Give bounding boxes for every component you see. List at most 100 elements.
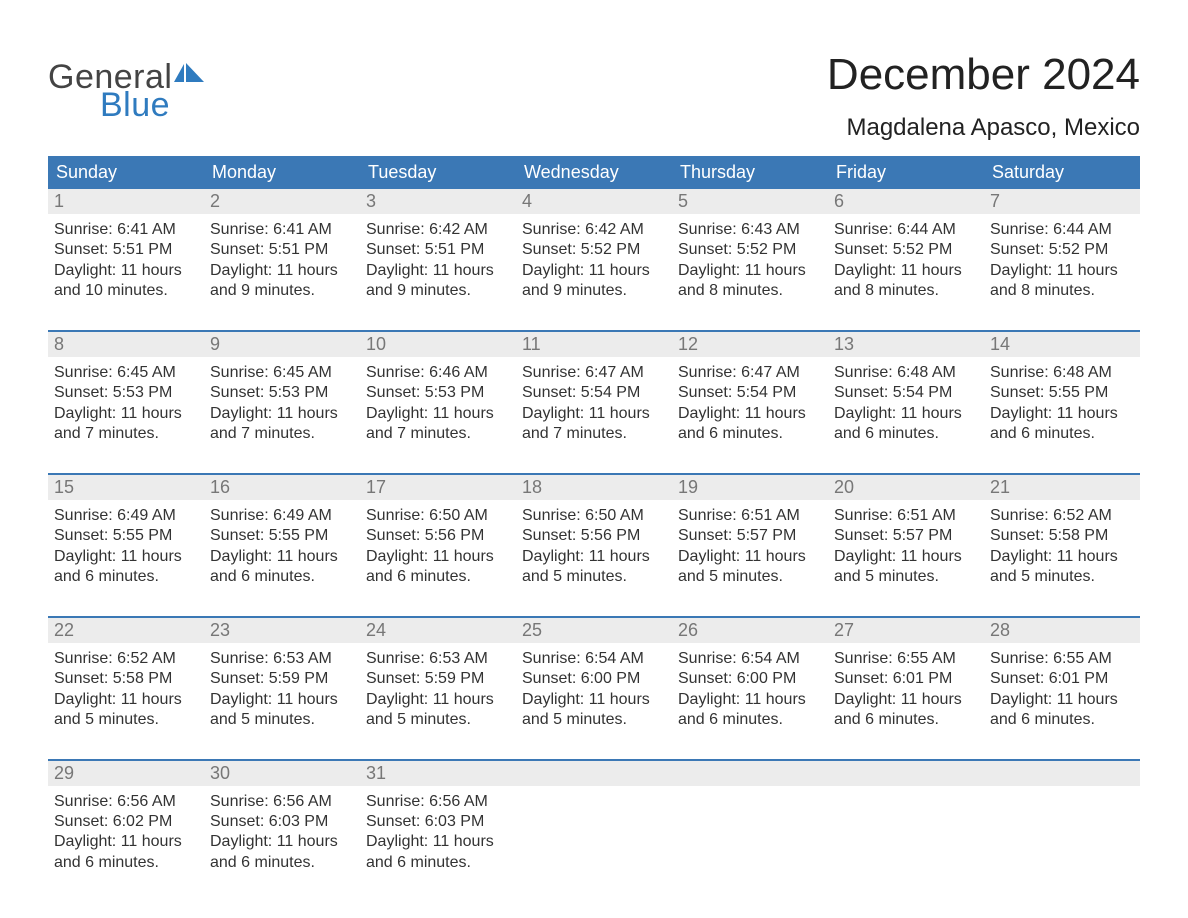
sunrise-line: Sunrise: 6:52 AM — [990, 506, 1134, 526]
sunrise-line: Sunrise: 6:53 AM — [366, 649, 510, 669]
sunset-line: Sunset: 5:52 PM — [990, 240, 1134, 260]
sunset-line: Sunset: 5:59 PM — [210, 669, 354, 689]
sunrise-line: Sunrise: 6:41 AM — [210, 220, 354, 240]
day-cell: Sunrise: 6:52 AMSunset: 5:58 PMDaylight:… — [48, 643, 204, 735]
day-cell: Sunrise: 6:49 AMSunset: 5:55 PMDaylight:… — [204, 500, 360, 592]
day-body-row: Sunrise: 6:56 AMSunset: 6:02 PMDaylight:… — [48, 786, 1140, 878]
day-number: 11 — [516, 332, 672, 357]
sunset-line: Sunset: 6:03 PM — [210, 812, 354, 832]
daylight-line: Daylight: 11 hours and 6 minutes. — [834, 404, 978, 445]
sunset-line: Sunset: 6:02 PM — [54, 812, 198, 832]
day-number: 25 — [516, 618, 672, 643]
day-number: 10 — [360, 332, 516, 357]
day-number: 3 — [360, 189, 516, 214]
sunset-line: Sunset: 5:55 PM — [210, 526, 354, 546]
day-number: 4 — [516, 189, 672, 214]
sunset-line: Sunset: 6:00 PM — [522, 669, 666, 689]
day-body-row: Sunrise: 6:49 AMSunset: 5:55 PMDaylight:… — [48, 500, 1140, 592]
daylight-line: Daylight: 11 hours and 9 minutes. — [366, 261, 510, 302]
location-label: Magdalena Apasco, Mexico — [827, 114, 1140, 142]
day-number: 14 — [984, 332, 1140, 357]
day-cell: Sunrise: 6:54 AMSunset: 6:00 PMDaylight:… — [516, 643, 672, 735]
sunrise-line: Sunrise: 6:50 AM — [522, 506, 666, 526]
day-number: 20 — [828, 475, 984, 500]
sunrise-line: Sunrise: 6:52 AM — [54, 649, 198, 669]
day-number: 18 — [516, 475, 672, 500]
sunset-line: Sunset: 5:56 PM — [522, 526, 666, 546]
sunrise-line: Sunrise: 6:48 AM — [834, 363, 978, 383]
day-number: 5 — [672, 189, 828, 214]
day-cell: Sunrise: 6:48 AMSunset: 5:55 PMDaylight:… — [984, 357, 1140, 449]
sunrise-line: Sunrise: 6:44 AM — [834, 220, 978, 240]
week-row: 293031Sunrise: 6:56 AMSunset: 6:02 PMDay… — [48, 759, 1140, 878]
weekday-header: Wednesday — [516, 156, 672, 189]
sunset-line: Sunset: 5:59 PM — [366, 669, 510, 689]
day-number: 15 — [48, 475, 204, 500]
day-cell: Sunrise: 6:41 AMSunset: 5:51 PMDaylight:… — [204, 214, 360, 306]
day-number: 2 — [204, 189, 360, 214]
sunrise-line: Sunrise: 6:46 AM — [366, 363, 510, 383]
day-number: 28 — [984, 618, 1140, 643]
day-cell: Sunrise: 6:47 AMSunset: 5:54 PMDaylight:… — [516, 357, 672, 449]
daylight-line: Daylight: 11 hours and 7 minutes. — [210, 404, 354, 445]
daylight-line: Daylight: 11 hours and 5 minutes. — [522, 547, 666, 588]
daylight-line: Daylight: 11 hours and 6 minutes. — [366, 547, 510, 588]
sunset-line: Sunset: 5:56 PM — [366, 526, 510, 546]
daylight-line: Daylight: 11 hours and 5 minutes. — [522, 690, 666, 731]
day-body-row: Sunrise: 6:41 AMSunset: 5:51 PMDaylight:… — [48, 214, 1140, 306]
day-cell: Sunrise: 6:51 AMSunset: 5:57 PMDaylight:… — [672, 500, 828, 592]
daylight-line: Daylight: 11 hours and 6 minutes. — [210, 832, 354, 873]
daylight-line: Daylight: 11 hours and 6 minutes. — [990, 690, 1134, 731]
day-number: 12 — [672, 332, 828, 357]
daylight-line: Daylight: 11 hours and 8 minutes. — [678, 261, 822, 302]
daylight-line: Daylight: 11 hours and 5 minutes. — [210, 690, 354, 731]
day-number: 13 — [828, 332, 984, 357]
daylight-line: Daylight: 11 hours and 9 minutes. — [210, 261, 354, 302]
sunrise-line: Sunrise: 6:51 AM — [834, 506, 978, 526]
day-cell: Sunrise: 6:41 AMSunset: 5:51 PMDaylight:… — [48, 214, 204, 306]
week-row: 15161718192021Sunrise: 6:49 AMSunset: 5:… — [48, 473, 1140, 592]
day-number-row: 15161718192021 — [48, 475, 1140, 500]
daylight-line: Daylight: 11 hours and 6 minutes. — [210, 547, 354, 588]
sunset-line: Sunset: 5:54 PM — [522, 383, 666, 403]
sunset-line: Sunset: 5:51 PM — [54, 240, 198, 260]
sunrise-line: Sunrise: 6:51 AM — [678, 506, 822, 526]
daylight-line: Daylight: 11 hours and 6 minutes. — [366, 832, 510, 873]
sunrise-line: Sunrise: 6:56 AM — [366, 792, 510, 812]
month-title: December 2024 — [827, 40, 1140, 100]
daylight-line: Daylight: 11 hours and 7 minutes. — [366, 404, 510, 445]
daylight-line: Daylight: 11 hours and 6 minutes. — [834, 690, 978, 731]
day-cell: Sunrise: 6:44 AMSunset: 5:52 PMDaylight:… — [828, 214, 984, 306]
day-cell: Sunrise: 6:49 AMSunset: 5:55 PMDaylight:… — [48, 500, 204, 592]
day-cell: Sunrise: 6:43 AMSunset: 5:52 PMDaylight:… — [672, 214, 828, 306]
day-cell — [672, 786, 828, 878]
day-number: 23 — [204, 618, 360, 643]
day-number: 24 — [360, 618, 516, 643]
sunset-line: Sunset: 5:55 PM — [990, 383, 1134, 403]
sunset-line: Sunset: 5:53 PM — [54, 383, 198, 403]
day-number: 30 — [204, 761, 360, 786]
day-number-row: 1234567 — [48, 189, 1140, 214]
day-number — [516, 761, 672, 786]
day-cell: Sunrise: 6:42 AMSunset: 5:51 PMDaylight:… — [360, 214, 516, 306]
sunset-line: Sunset: 5:51 PM — [210, 240, 354, 260]
day-number: 22 — [48, 618, 204, 643]
daylight-line: Daylight: 11 hours and 5 minutes. — [834, 547, 978, 588]
week-row: 22232425262728Sunrise: 6:52 AMSunset: 5:… — [48, 616, 1140, 735]
day-number: 1 — [48, 189, 204, 214]
day-number: 7 — [984, 189, 1140, 214]
weekday-header: Tuesday — [360, 156, 516, 189]
sunset-line: Sunset: 6:01 PM — [834, 669, 978, 689]
sunrise-line: Sunrise: 6:55 AM — [834, 649, 978, 669]
week-row: 1234567Sunrise: 6:41 AMSunset: 5:51 PMDa… — [48, 189, 1140, 306]
day-number: 9 — [204, 332, 360, 357]
sunset-line: Sunset: 5:55 PM — [54, 526, 198, 546]
sunrise-line: Sunrise: 6:56 AM — [54, 792, 198, 812]
day-cell: Sunrise: 6:50 AMSunset: 5:56 PMDaylight:… — [360, 500, 516, 592]
sunrise-line: Sunrise: 6:53 AM — [210, 649, 354, 669]
sunrise-line: Sunrise: 6:54 AM — [678, 649, 822, 669]
day-cell: Sunrise: 6:46 AMSunset: 5:53 PMDaylight:… — [360, 357, 516, 449]
day-number: 31 — [360, 761, 516, 786]
sunset-line: Sunset: 6:00 PM — [678, 669, 822, 689]
day-body-row: Sunrise: 6:45 AMSunset: 5:53 PMDaylight:… — [48, 357, 1140, 449]
